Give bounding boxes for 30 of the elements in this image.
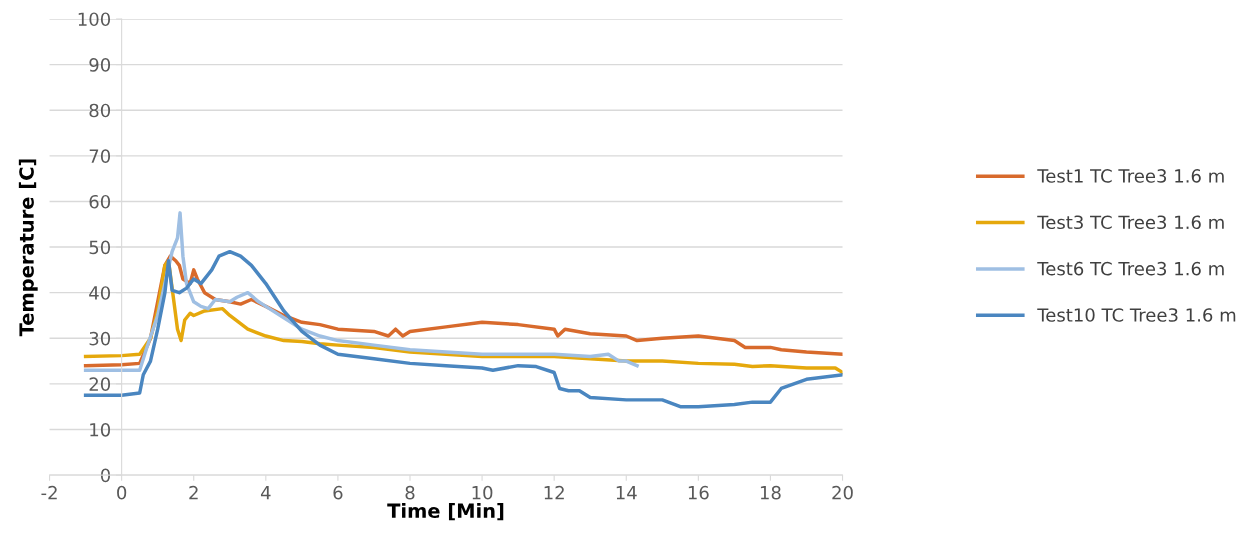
legend-label: Test1 TC Tree3 1.6 m [1037,169,1224,183]
y-tick-label: 40 [89,286,111,300]
x-tick-label: 2 [189,485,198,500]
x-tick-label: 8 [405,485,415,500]
x-axis-title: Time [Min] [387,503,504,521]
legend-label: Test10 TC Tree3 1.6 m [1037,308,1236,322]
y-axis-title: Temperature [C] [18,159,38,337]
x-tick-label: 0 [117,485,127,500]
y-tick-label: 90 [89,58,111,72]
y-tick-label: 20 [89,377,111,392]
line-series [83,211,639,372]
x-tick-label: 16 [688,485,709,500]
y-tick-label: 70 [89,149,111,163]
x-tick-label: -2 [41,485,57,500]
x-tick-label: 18 [760,485,781,500]
y-tick-label: 10 [90,422,111,437]
x-tick-label: 20 [832,485,853,500]
y-tick-label: 0 [100,468,111,483]
x-tick-label: 4 [260,486,271,500]
y-tick-label: 80 [89,103,111,118]
y-tick-label: 30 [89,331,111,346]
x-tick-label: 12 [544,485,564,500]
x-tick-label: 10 [472,485,493,500]
legend-label: Test6 TC Tree3 1.6 m [1037,261,1224,276]
legend-label: Test3 TC Tree3 1.6 m [1037,215,1224,230]
x-tick-label: 14 [616,486,637,500]
x-tick-label: 6 [333,485,343,500]
y-tick-label: 100 [78,12,111,27]
y-tick-label: 50 [89,240,111,255]
y-tick-label: 60 [89,194,111,209]
